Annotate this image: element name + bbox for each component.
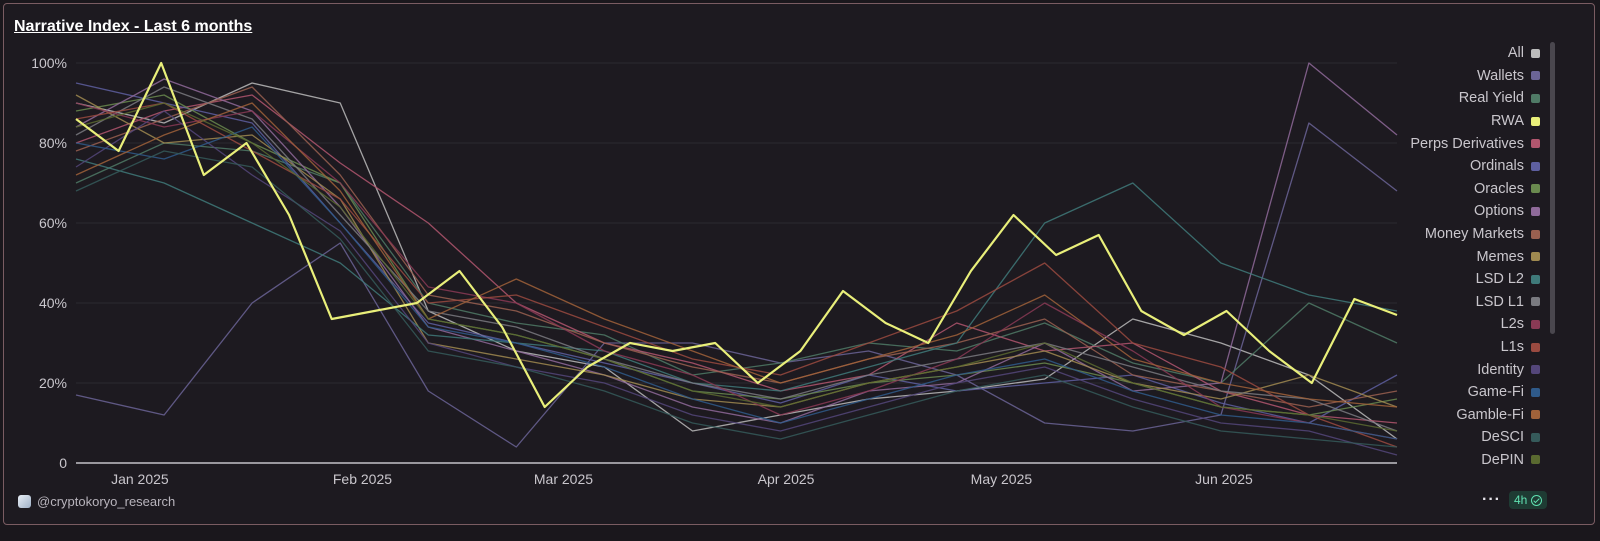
series-line-depin [75, 102, 1398, 432]
x-tick-label: May 2025 [971, 471, 1033, 487]
legend-label: Game-Fi [1467, 384, 1524, 401]
legend-swatch [1531, 93, 1540, 103]
legend-label: Perps Derivatives [1410, 135, 1524, 152]
series-line-game-fi [75, 126, 1398, 440]
legend-swatch [1531, 139, 1540, 149]
interval-label: 4h [1513, 493, 1528, 507]
more-options-button[interactable]: ··· [1482, 491, 1501, 508]
legend-label: Memes [1476, 248, 1524, 265]
legend-label: RWA [1490, 113, 1524, 130]
legend-swatch [1531, 365, 1540, 375]
legend-label: Options [1474, 203, 1524, 220]
legend-label: All [1507, 45, 1524, 62]
legend-label: Real Yield [1458, 90, 1524, 107]
y-tick-label: 60% [39, 215, 67, 231]
legend-label: L2s [1500, 316, 1524, 333]
legend-swatch [1531, 455, 1540, 465]
legend-item[interactable]: Real Yield [1340, 87, 1540, 110]
y-tick-label: 80% [39, 135, 67, 151]
legend-item[interactable]: Game-Fi [1340, 381, 1540, 404]
legend-label: Money Markets [1424, 226, 1524, 243]
legend-scrollbar[interactable] [1550, 42, 1555, 334]
x-axis-labels: Jan 2025 Feb 2025 Mar 2025 Apr 2025 May 2025… [111, 471, 1253, 487]
refresh-interval-badge[interactable]: 4h [1508, 491, 1548, 509]
legend-item[interactable]: RWA [1340, 110, 1540, 133]
legend-item[interactable]: L2s [1340, 313, 1540, 336]
legend-label: Oracles [1474, 180, 1524, 197]
series-line-lsd-l2 [75, 158, 1398, 392]
series-lines [75, 61, 1398, 456]
series-line-real-yield [75, 142, 1398, 384]
x-tick-label: Apr 2025 [758, 471, 815, 487]
y-tick-label: 20% [39, 375, 67, 391]
legend-label: L1s [1500, 339, 1524, 356]
legend-swatch [1531, 297, 1540, 307]
legend-swatch [1531, 274, 1540, 284]
legend-swatch [1531, 410, 1540, 420]
legend-item[interactable]: LSD L1 [1340, 291, 1540, 314]
series-line-desci [75, 150, 1398, 448]
legend-item[interactable]: LSD L2 [1340, 268, 1540, 291]
attribution: @cryptokoryo_research [18, 494, 175, 509]
legend-swatch [1531, 71, 1540, 81]
legend-swatch [1531, 48, 1540, 58]
series-line-perps-derivatives [75, 94, 1398, 424]
legend-swatch [1531, 206, 1540, 216]
legend-item[interactable]: Oracles [1340, 178, 1540, 201]
legend-swatch [1531, 229, 1540, 239]
y-tick-label: 0 [59, 455, 67, 471]
legend-item[interactable]: Money Markets [1340, 223, 1540, 246]
legend-item[interactable]: DeSCI [1340, 426, 1540, 449]
legend-label: LSD L1 [1475, 293, 1524, 310]
legend-swatch [1531, 116, 1540, 126]
y-axis-labels: 0 20% 40% 60% 80% 100% [31, 55, 67, 471]
legend-item[interactable]: Wallets [1340, 65, 1540, 88]
check-circle-icon [1531, 494, 1543, 506]
legend-swatch [1531, 342, 1540, 352]
legend-swatch [1531, 432, 1540, 442]
x-tick-label: Jun 2025 [1195, 471, 1253, 487]
x-tick-label: Mar 2025 [534, 471, 593, 487]
legend-swatch [1531, 387, 1540, 397]
legend-swatch [1531, 252, 1540, 262]
legend-label: DeSCI [1481, 429, 1524, 446]
legend-label: Wallets [1477, 67, 1524, 84]
legend-item[interactable]: Options [1340, 200, 1540, 223]
series-line-gamble-fi [75, 102, 1398, 408]
legend-item[interactable]: All [1340, 42, 1540, 65]
series-line-rwa [75, 61, 1398, 409]
series-line-wallets [75, 122, 1398, 448]
legend-label: Gamble-Fi [1456, 406, 1524, 423]
chart-controls: ··· 4h [1482, 491, 1548, 509]
legend-label: Ordinals [1470, 158, 1524, 175]
x-tick-label: Feb 2025 [333, 471, 392, 487]
y-tick-label: 100% [31, 55, 67, 71]
x-tick-label: Jan 2025 [111, 471, 169, 487]
legend-label: DePIN [1481, 451, 1524, 468]
legend-item[interactable]: Ordinals [1340, 155, 1540, 178]
series-line-money-markets [75, 86, 1398, 408]
legend-item[interactable]: Gamble-Fi [1340, 404, 1540, 427]
page-title: Narrative Index - Last 6 months [14, 18, 253, 35]
series-line-options [75, 62, 1398, 424]
legend-item[interactable]: Memes [1340, 245, 1540, 268]
legend-item[interactable]: Perps Derivatives [1340, 132, 1540, 155]
handle-text: @cryptokoryo_research [37, 494, 176, 509]
logo-icon [18, 495, 31, 508]
y-tick-label: 40% [39, 295, 67, 311]
legend-label: LSD L2 [1475, 271, 1524, 288]
legend: All Wallets Real Yield RWA Perps Derivatives… [1340, 42, 1540, 471]
legend-swatch [1531, 184, 1540, 194]
legend-label: Identity [1477, 361, 1524, 378]
series-line-ordinals [75, 82, 1398, 424]
legend-swatch [1531, 161, 1540, 171]
chart-panel [3, 3, 1595, 525]
legend-swatch [1531, 319, 1540, 329]
series-line-memes [75, 94, 1398, 408]
legend-item[interactable]: DePIN [1340, 449, 1540, 472]
legend-item[interactable]: L1s [1340, 336, 1540, 359]
legend-item[interactable]: Identity [1340, 358, 1540, 381]
